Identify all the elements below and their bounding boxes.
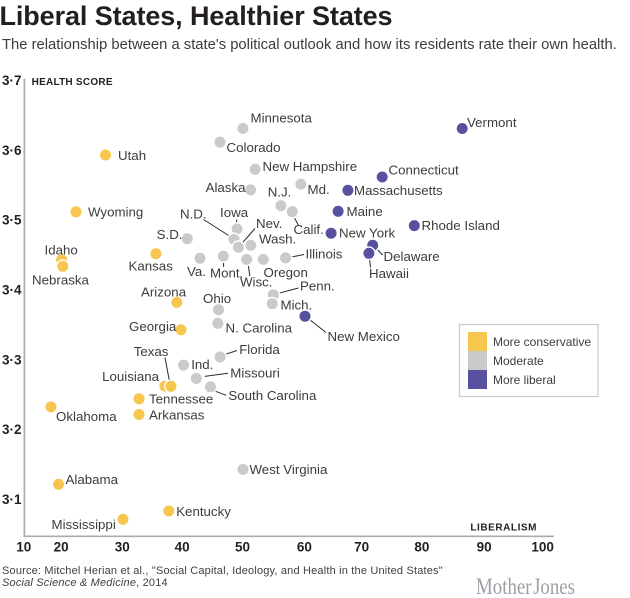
- svg-text:More liberal: More liberal: [493, 373, 556, 387]
- svg-text:30: 30: [115, 540, 130, 555]
- svg-text:New York: New York: [339, 226, 396, 241]
- svg-text:3·7: 3·7: [2, 73, 22, 88]
- svg-text:80: 80: [414, 540, 429, 555]
- svg-text:Minnesota: Minnesota: [251, 111, 313, 126]
- svg-text:60: 60: [297, 540, 312, 555]
- svg-text:3·1: 3·1: [2, 492, 22, 507]
- svg-text:S.D.: S.D.: [157, 227, 183, 242]
- svg-text:Ohio: Ohio: [203, 291, 231, 306]
- svg-text:Florida: Florida: [239, 342, 280, 357]
- svg-text:Oklahoma: Oklahoma: [56, 409, 117, 424]
- svg-text:Louisiana: Louisiana: [102, 369, 160, 384]
- svg-text:Moderate: Moderate: [493, 354, 544, 368]
- svg-text:Oregon: Oregon: [264, 265, 308, 280]
- svg-text:10: 10: [16, 540, 31, 555]
- svg-text:3·4: 3·4: [2, 283, 22, 298]
- svg-text:3·6: 3·6: [2, 143, 22, 158]
- svg-text:Calif.: Calif.: [294, 222, 324, 237]
- svg-text:Idaho: Idaho: [45, 243, 78, 258]
- svg-text:Massachusetts: Massachusetts: [354, 183, 443, 198]
- svg-text:Alabama: Alabama: [66, 472, 119, 487]
- svg-text:Vermont: Vermont: [467, 115, 517, 130]
- svg-text:Wyoming: Wyoming: [88, 205, 143, 220]
- svg-text:New Hampshire: New Hampshire: [263, 159, 358, 174]
- svg-text:Mich.: Mich.: [281, 298, 313, 313]
- svg-text:Alaska: Alaska: [206, 180, 247, 195]
- svg-text:70: 70: [354, 540, 369, 555]
- svg-text:Texas: Texas: [134, 344, 169, 359]
- svg-text:Utah: Utah: [118, 148, 146, 163]
- svg-text:3·3: 3·3: [2, 352, 22, 367]
- svg-text:Illinois: Illinois: [306, 247, 343, 262]
- svg-text:Arkansas: Arkansas: [149, 408, 205, 423]
- svg-text:HEALTH SCORE: HEALTH SCORE: [32, 77, 113, 88]
- svg-text:Georgia: Georgia: [129, 319, 177, 334]
- svg-text:Iowa: Iowa: [220, 205, 249, 220]
- svg-text:South Carolina: South Carolina: [228, 388, 317, 403]
- svg-text:Nebraska: Nebraska: [32, 273, 90, 288]
- svg-text:N. Carolina: N. Carolina: [226, 321, 293, 336]
- svg-text:Hawaii: Hawaii: [369, 266, 409, 281]
- svg-text:90: 90: [477, 540, 492, 555]
- svg-text:Delaware: Delaware: [384, 249, 440, 264]
- svg-text:West Virginia: West Virginia: [250, 462, 328, 477]
- svg-text:LIBERALISM: LIBERALISM: [470, 523, 537, 534]
- svg-text:3·5: 3·5: [2, 213, 22, 228]
- svg-text:N.D.: N.D.: [180, 207, 207, 222]
- svg-text:Wisc.: Wisc.: [240, 275, 273, 290]
- svg-text:Ind.: Ind.: [191, 357, 213, 372]
- svg-text:New Mexico: New Mexico: [328, 329, 400, 344]
- svg-text:20: 20: [54, 540, 69, 555]
- svg-text:Connecticut: Connecticut: [389, 163, 460, 178]
- svg-text:N.J.: N.J.: [268, 184, 292, 199]
- svg-text:Kansas: Kansas: [129, 259, 174, 274]
- svg-text:Md.: Md.: [308, 182, 330, 197]
- svg-text:Tennessee: Tennessee: [149, 392, 213, 407]
- svg-text:Arizona: Arizona: [141, 285, 187, 300]
- svg-text:Nev.: Nev.: [256, 216, 282, 231]
- svg-text:Va.: Va.: [187, 264, 206, 279]
- svg-text:Kentucky: Kentucky: [176, 504, 231, 519]
- svg-text:Mississippi: Mississippi: [52, 517, 116, 532]
- svg-text:More conservative: More conservative: [493, 335, 591, 349]
- svg-text:3·2: 3·2: [2, 422, 22, 437]
- svg-text:Mont.: Mont.: [210, 266, 243, 281]
- svg-text:100: 100: [531, 540, 554, 555]
- svg-text:50: 50: [235, 540, 250, 555]
- svg-text:Wash.: Wash.: [259, 232, 296, 247]
- svg-text:Rhode Island: Rhode Island: [422, 218, 500, 233]
- svg-text:Maine: Maine: [347, 204, 383, 219]
- svg-text:Colorado: Colorado: [227, 140, 281, 155]
- svg-text:Missouri: Missouri: [230, 366, 280, 381]
- svg-text:Penn.: Penn.: [300, 279, 335, 294]
- svg-text:40: 40: [175, 540, 190, 555]
